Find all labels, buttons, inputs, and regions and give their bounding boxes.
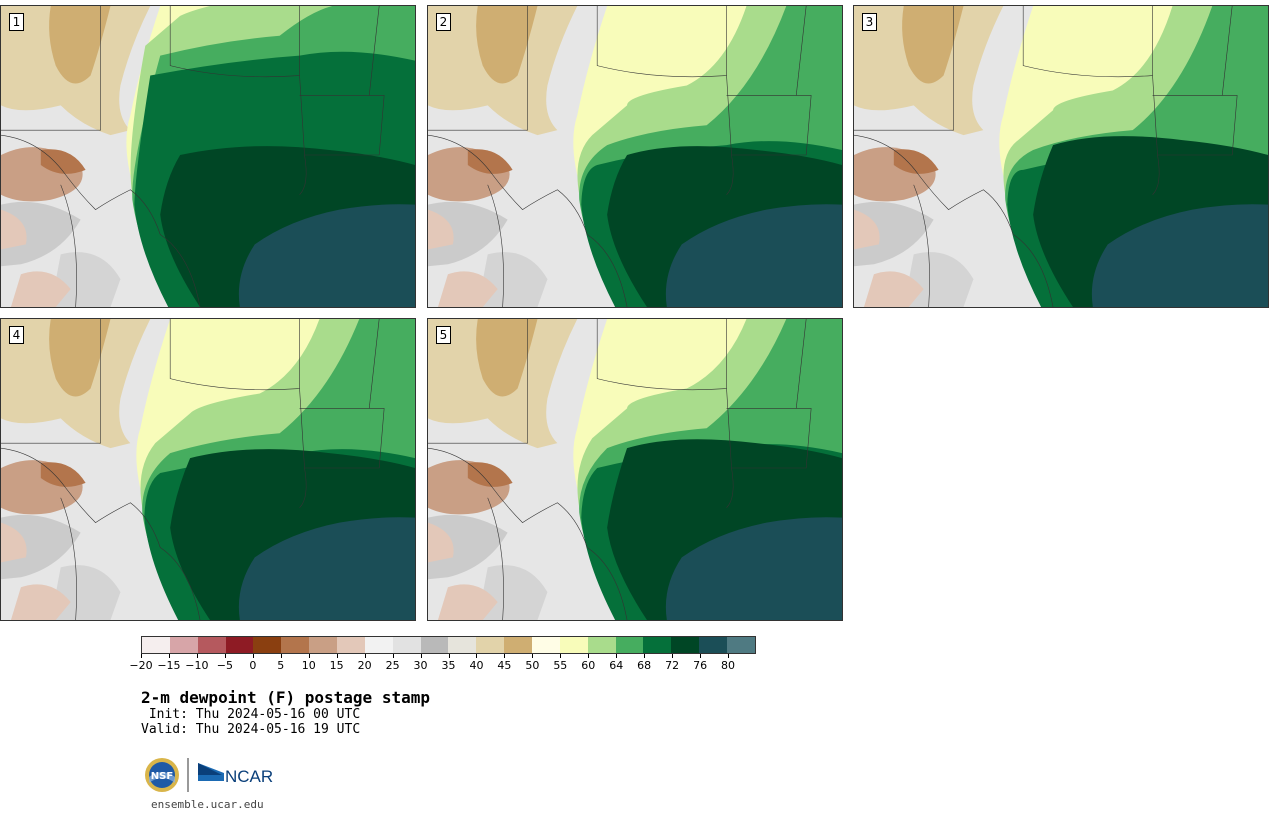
colorbar-swatch xyxy=(420,637,449,653)
colorbar-tick-label: 64 xyxy=(609,659,624,672)
colorbar-tick-label: 30 xyxy=(413,659,428,672)
colorbar-tick-mark xyxy=(532,654,534,658)
colorbar-tick-mark xyxy=(141,654,142,658)
member-label: 5 xyxy=(436,326,451,344)
colorbar-tick-label: 35 xyxy=(441,659,456,672)
dewpoint-map-4 xyxy=(1,319,415,620)
colorbar-tick-label: 72 xyxy=(665,659,680,672)
map-panel-3: 3 xyxy=(853,5,1269,308)
colorbar-ticks: −20 −15 −10 −5 0 5 10 15 20 25 30 35 40 45 50 55 60 64 68 7… xyxy=(129,654,756,674)
colorbar-swatch xyxy=(559,637,588,653)
colorbar-tick-label: 5 xyxy=(277,659,285,672)
chart-title: 2-m dewpoint (F) postage stamp xyxy=(141,688,430,707)
colorbar xyxy=(141,636,756,654)
colorbar-tick-label: 10 xyxy=(301,659,316,672)
site-url: ensemble.ucar.edu xyxy=(151,798,264,811)
logos: NSF NCAR xyxy=(145,758,273,792)
colorbar-tick-mark xyxy=(252,654,254,658)
colorbar-tick-mark xyxy=(560,654,562,658)
valid-time: Valid: Thu 2024-05-16 19 UTC xyxy=(141,722,361,737)
ncar-logo-text: NCAR xyxy=(225,767,273,786)
colorbar-swatch xyxy=(309,637,338,653)
colorbar-tick-mark xyxy=(308,654,310,658)
dewpoint-map-5 xyxy=(428,319,842,620)
map-panel-4: 4 xyxy=(0,318,416,621)
colorbar-swatch xyxy=(671,637,700,653)
colorbar-swatch xyxy=(281,637,310,653)
colorbar-tick-label: 0 xyxy=(249,659,257,672)
colorbar-tick-mark xyxy=(476,654,478,658)
colorbar-swatch xyxy=(169,637,198,653)
colorbar-swatch xyxy=(225,637,254,653)
init-time: Init: Thu 2024-05-16 00 UTC xyxy=(141,707,361,722)
member-label: 3 xyxy=(862,13,877,31)
colorbar-tick-label: −15 xyxy=(157,659,181,672)
colorbar-swatch xyxy=(727,637,755,653)
colorbar-swatch xyxy=(253,637,282,653)
member-label: 2 xyxy=(436,13,451,31)
nsf-logo-icon: NSF xyxy=(145,758,179,792)
colorbar-swatch xyxy=(615,637,644,653)
colorbar-swatch xyxy=(699,637,728,653)
colorbar-tick-label: 60 xyxy=(581,659,596,672)
colorbar-tick-mark xyxy=(420,654,422,658)
map-panel-1: 1 xyxy=(0,5,416,308)
colorbar-tick-label: −20 xyxy=(129,659,153,672)
colorbar-tick-label: 80 xyxy=(721,659,736,672)
colorbar-swatch xyxy=(364,637,393,653)
colorbar-tick-label: 68 xyxy=(637,659,652,672)
map-panel-5: 5 xyxy=(427,318,843,621)
colorbar-tick-mark xyxy=(616,654,618,658)
colorbar-tick-label: −5 xyxy=(216,659,233,672)
nsf-logo-text: NSF xyxy=(151,771,173,782)
colorbar-swatch xyxy=(643,637,672,653)
colorbar-swatch xyxy=(476,637,505,653)
colorbar-swatch xyxy=(504,637,533,653)
colorbar-tick-label: −10 xyxy=(185,659,209,672)
colorbar-tick-mark xyxy=(336,654,338,658)
colorbar-tick-label: 15 xyxy=(329,659,344,672)
colorbar-tick-mark xyxy=(224,654,226,658)
colorbar-tick-mark xyxy=(588,654,590,658)
colorbar-tick-mark xyxy=(504,654,506,658)
colorbar-tick-mark xyxy=(700,654,702,658)
dewpoint-map-1 xyxy=(1,6,415,307)
colorbar-swatch xyxy=(337,637,365,653)
member-label: 1 xyxy=(9,13,24,31)
colorbar-swatch xyxy=(532,637,560,653)
colorbar-tick-mark xyxy=(280,654,282,658)
colorbar-tick-mark xyxy=(168,654,170,658)
colorbar-tick-label: 55 xyxy=(553,659,568,672)
colorbar-tick-label: 45 xyxy=(497,659,512,672)
colorbar-tick-mark xyxy=(672,654,674,658)
ncar-logo-icon: NCAR xyxy=(198,763,273,786)
colorbar-tick-label: 76 xyxy=(693,659,708,672)
colorbar-tick-label: 20 xyxy=(357,659,372,672)
colorbar-tick-mark xyxy=(196,654,198,658)
colorbar-tick-mark xyxy=(644,654,646,658)
colorbar-tick-label: 50 xyxy=(525,659,540,672)
colorbar-swatch xyxy=(392,637,421,653)
colorbar-tick-mark xyxy=(728,654,730,658)
colorbar-tick-mark xyxy=(392,654,394,658)
colorbar-swatch xyxy=(448,637,477,653)
colorbar-tick-label: 25 xyxy=(385,659,400,672)
colorbar-tick-mark xyxy=(364,654,366,658)
dewpoint-map-3 xyxy=(854,6,1268,307)
colorbar-tick-mark xyxy=(448,654,450,658)
member-label: 4 xyxy=(9,326,24,344)
dewpoint-map-2 xyxy=(428,6,842,307)
colorbar-tick-label: 40 xyxy=(469,659,484,672)
colorbar-swatch xyxy=(587,637,616,653)
map-panel-2: 2 xyxy=(427,5,843,308)
colorbar-swatch xyxy=(197,637,226,653)
colorbar-swatch xyxy=(142,637,170,653)
